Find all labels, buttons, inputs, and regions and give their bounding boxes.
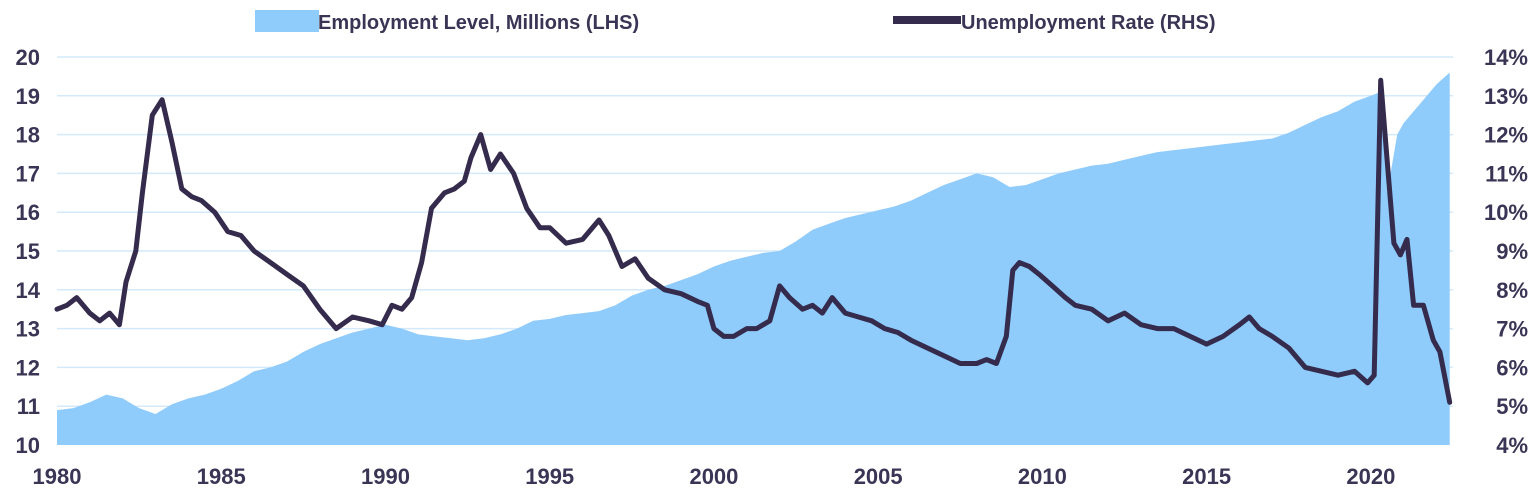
x-tick-label: 1995 [525,464,574,489]
right-tick-label: 11% [1485,161,1528,186]
left-tick-label: 11 [17,394,40,419]
left-tick-label: 12 [16,355,40,380]
x-tick-label: 2005 [854,464,903,489]
right-tick-label: 14% [1484,45,1528,70]
x-tick-label: 2000 [689,464,738,489]
legend-label-unemployment: Unemployment Rate (RHS) [961,12,1215,34]
right-tick-label: 8% [1496,278,1528,303]
x-tick-label: 1985 [197,464,246,489]
unemployment-line [54,77,1453,405]
left-tick-label: 10 [16,433,40,458]
right-tick-label: 7% [1496,317,1528,342]
right-tick-label: 5% [1496,394,1528,419]
left-tick-label: 18 [16,123,40,148]
right-axis-ticks: 4% 5% 6% 7% 8% 9% 10% 11% 12% 13% 14% [1484,45,1528,458]
x-tick-label: 2010 [1018,464,1067,489]
left-tick-label: 15 [16,239,40,264]
left-tick-label: 20 [16,45,40,70]
left-tick-label: 17 [16,161,40,186]
x-tick-label: 1980 [33,464,82,489]
legend-label-employment: Employment Level, Millions (LHS) [318,12,639,34]
left-tick-label: 14 [16,278,41,303]
x-tick-label: 2020 [1346,464,1395,489]
right-tick-label: 12% [1484,123,1528,148]
left-tick-label: 19 [16,84,40,109]
left-axis-ticks: 10 11 12 13 14 15 16 17 18 19 20 [16,45,41,458]
right-tick-label: 13% [1484,84,1528,109]
legend: Employment Level, Millions (LHS) Unemplo… [255,10,1215,34]
right-tick-label: 10% [1484,200,1528,225]
employment-area [57,72,1450,445]
left-tick-label: 13 [16,317,40,342]
right-tick-label: 6% [1496,355,1528,380]
right-tick-label: 9% [1496,239,1528,264]
x-axis-ticks: 1980 1985 1990 1995 2000 2005 2010 2015 2020 [33,464,1396,489]
x-tick-label: 1990 [361,464,410,489]
legend-swatch-unemployment [893,16,961,24]
legend-swatch-employment [255,10,319,32]
right-tick-label: 4% [1496,433,1528,458]
left-tick-label: 16 [16,200,40,225]
x-tick-label: 2015 [1182,464,1231,489]
plot-area [54,72,1453,445]
